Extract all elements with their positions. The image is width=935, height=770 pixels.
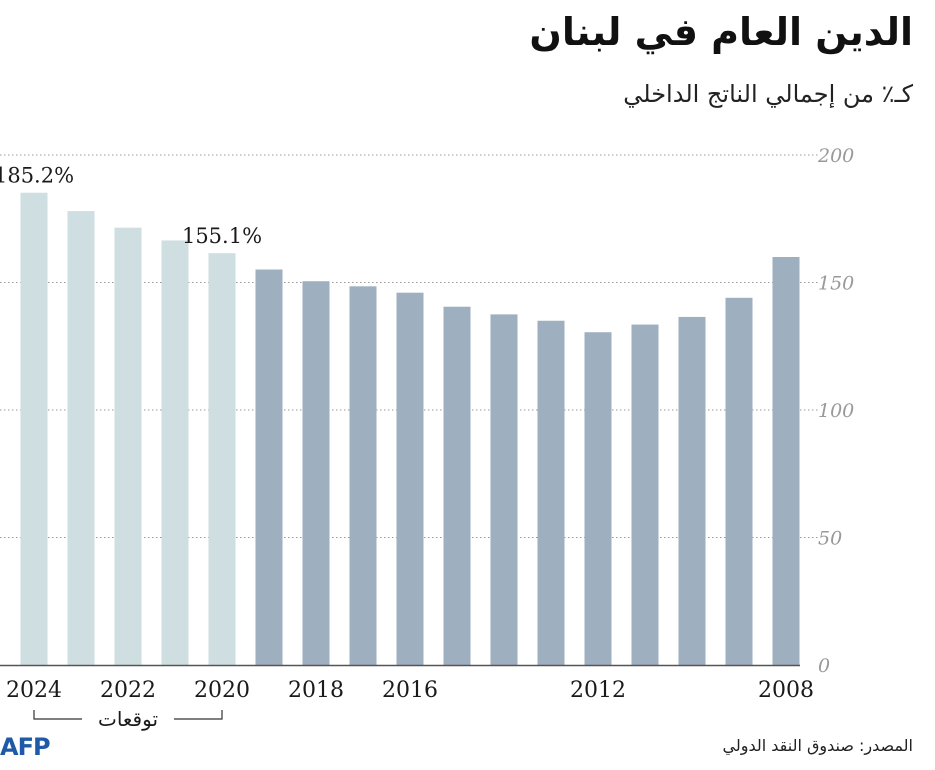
x-tick-label: 2016 [382, 678, 438, 703]
y-tick-label: 200 [817, 145, 854, 167]
bar [584, 332, 612, 665]
forecast-bracket-right [174, 710, 223, 720]
y-tick-label: 50 [818, 528, 842, 550]
bar [114, 227, 142, 666]
bar [725, 297, 753, 665]
bar [396, 292, 424, 665]
x-tick-label: 2018 [288, 678, 344, 703]
data-label: 155.1% [182, 224, 262, 248]
bar [443, 306, 471, 665]
bar [302, 281, 330, 665]
y-tick-label: 100 [818, 400, 854, 422]
data-label: 185.2% [0, 164, 74, 188]
bar [631, 324, 659, 665]
x-tick-label: 2012 [570, 678, 626, 703]
y-tick-label: 0 [818, 655, 830, 677]
bar [255, 269, 283, 665]
forecast-label: توقعات [98, 707, 158, 731]
chart-title: الدين العام في لبنان [529, 10, 913, 54]
bar [67, 211, 95, 665]
afp-logo: AFP [0, 733, 51, 761]
bar [349, 286, 377, 665]
bar [772, 257, 800, 665]
x-tick-label: 2008 [758, 678, 814, 703]
bar [490, 314, 518, 665]
y-tick-label: 150 [818, 273, 854, 295]
chart-subtitle: كـ٪ من إجمالي الناتج الداخلي [623, 80, 913, 108]
bar [208, 253, 236, 666]
bar [20, 192, 48, 666]
bar [537, 320, 565, 665]
source-note: المصدر: صندوق النقد الدولي [722, 736, 913, 755]
bar [678, 316, 706, 665]
x-tick-label: 2020 [194, 678, 250, 703]
x-tick-label: 2022 [100, 678, 156, 703]
bar [161, 240, 189, 666]
x-tick-label: 2024 [6, 678, 62, 703]
forecast-bracket-left [33, 710, 82, 720]
